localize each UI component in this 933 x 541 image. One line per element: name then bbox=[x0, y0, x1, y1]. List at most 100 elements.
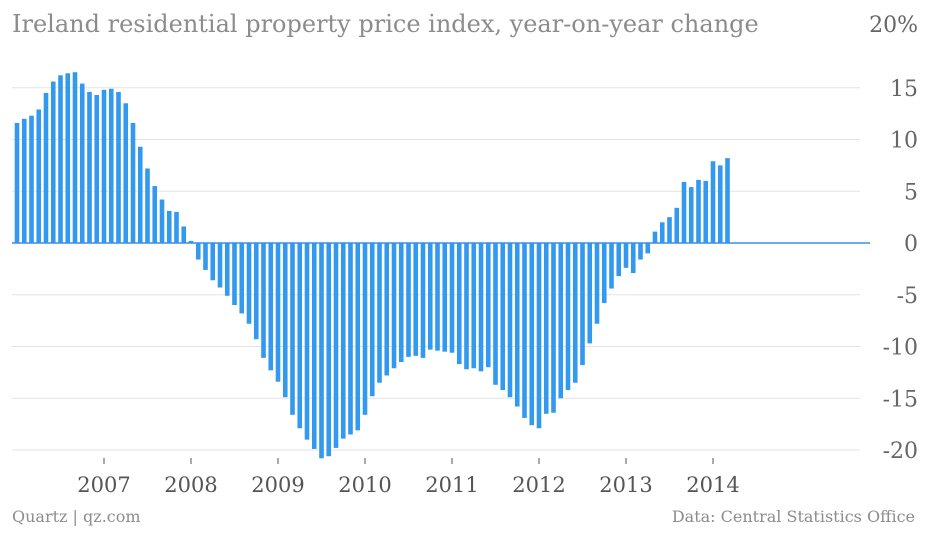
y-tick-label: 0 bbox=[904, 232, 918, 257]
bar bbox=[188, 240, 194, 243]
y-axis-ticks: 20% 15 10 5 0 -5 -10 -15 -20 bbox=[869, 13, 918, 464]
bar bbox=[326, 243, 332, 457]
bar bbox=[268, 243, 274, 371]
bar bbox=[543, 243, 549, 414]
bar bbox=[420, 243, 426, 358]
bar bbox=[137, 146, 143, 243]
bar bbox=[377, 243, 382, 383]
x-tick-label: 2012 bbox=[512, 473, 565, 497]
bar bbox=[456, 243, 462, 365]
x-tick-label: 2010 bbox=[338, 473, 391, 497]
bar bbox=[681, 181, 687, 243]
y-tick-label: -20 bbox=[883, 439, 918, 464]
bar bbox=[384, 243, 390, 376]
bar bbox=[536, 243, 542, 429]
bar bbox=[14, 122, 20, 243]
bar bbox=[652, 231, 658, 243]
x-tick-label: 2009 bbox=[251, 473, 304, 497]
bar bbox=[50, 81, 56, 243]
bar bbox=[174, 211, 179, 243]
bar bbox=[152, 186, 158, 243]
bar bbox=[181, 226, 187, 243]
bar bbox=[58, 75, 63, 243]
bar bbox=[507, 243, 513, 398]
bar bbox=[246, 243, 252, 324]
bar bbox=[311, 243, 317, 449]
bar bbox=[362, 243, 368, 415]
bar bbox=[130, 122, 136, 243]
bar bbox=[275, 243, 281, 382]
bar bbox=[239, 243, 245, 314]
bar bbox=[261, 243, 266, 358]
bars bbox=[12, 72, 870, 459]
bar bbox=[435, 243, 440, 351]
bar bbox=[572, 243, 578, 383]
bar bbox=[203, 243, 208, 270]
y-tick-label: 15 bbox=[890, 77, 918, 102]
bar bbox=[478, 243, 484, 372]
bar bbox=[427, 243, 433, 350]
x-tick-label: 2011 bbox=[425, 473, 478, 497]
bar bbox=[529, 243, 535, 426]
bar bbox=[123, 103, 129, 243]
bar bbox=[703, 180, 709, 243]
bar bbox=[551, 243, 556, 413]
bar bbox=[674, 207, 680, 243]
bar bbox=[319, 243, 324, 459]
bar bbox=[232, 243, 237, 306]
bar bbox=[333, 243, 339, 448]
bar bbox=[500, 243, 506, 390]
bar bbox=[696, 179, 701, 243]
bar bbox=[514, 243, 520, 407]
bar bbox=[116, 91, 121, 243]
bar bbox=[87, 91, 92, 243]
bar bbox=[159, 199, 165, 243]
bar bbox=[282, 243, 288, 398]
x-tick-label: 2014 bbox=[686, 473, 739, 497]
bar bbox=[464, 243, 469, 370]
bar bbox=[725, 158, 730, 243]
y-tick-label: 10 bbox=[890, 129, 918, 154]
bar bbox=[580, 243, 585, 366]
bar bbox=[638, 243, 643, 260]
bar bbox=[493, 243, 498, 385]
bar bbox=[667, 217, 672, 244]
x-tick-label: 2013 bbox=[599, 473, 652, 497]
bar bbox=[449, 243, 455, 353]
y-tick-label: -15 bbox=[883, 387, 918, 412]
bar bbox=[21, 118, 27, 243]
bar bbox=[101, 89, 107, 243]
bar bbox=[224, 243, 230, 296]
bar bbox=[391, 243, 397, 369]
bar bbox=[36, 109, 42, 244]
bar bbox=[471, 243, 477, 369]
y-tick-label: 5 bbox=[904, 180, 918, 205]
bar bbox=[72, 72, 78, 243]
bar bbox=[79, 83, 85, 243]
bar bbox=[94, 95, 100, 243]
bar bbox=[659, 222, 665, 243]
bar bbox=[587, 243, 593, 344]
source-left: Quartz | qz.com bbox=[12, 507, 141, 526]
bar bbox=[166, 210, 172, 243]
bar bbox=[630, 243, 636, 274]
bar bbox=[340, 243, 346, 439]
bar bbox=[406, 243, 411, 357]
bar bbox=[485, 243, 491, 368]
bar bbox=[65, 73, 71, 243]
bar bbox=[398, 243, 404, 363]
chart-title: Ireland residential property price index… bbox=[12, 10, 759, 38]
bar bbox=[304, 243, 310, 440]
bar bbox=[355, 243, 361, 431]
bar bbox=[442, 243, 448, 352]
bar bbox=[565, 243, 571, 390]
bar bbox=[623, 243, 629, 268]
bar bbox=[29, 115, 34, 243]
bar bbox=[290, 243, 295, 415]
x-tick-label: 2007 bbox=[77, 473, 130, 497]
bar bbox=[253, 243, 259, 340]
bar bbox=[348, 243, 353, 435]
bar bbox=[43, 92, 49, 244]
source-right: Data: Central Statistics Office bbox=[672, 507, 915, 526]
